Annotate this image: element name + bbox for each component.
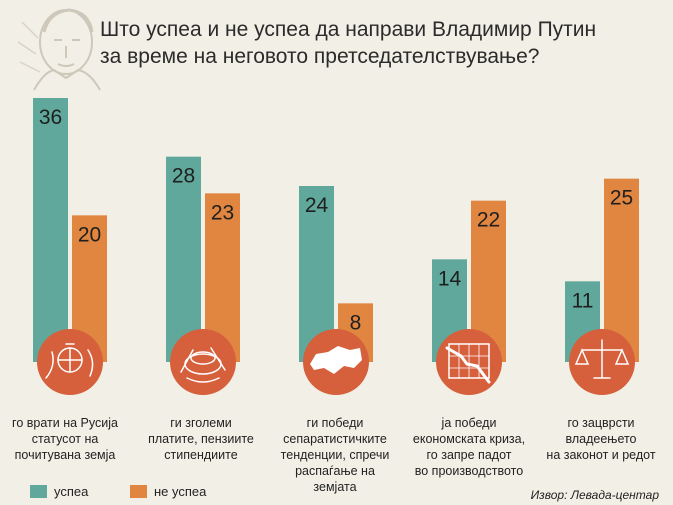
category-label-0-line-1: статусот на: [31, 432, 99, 446]
putin-portrait-icon: [17, 8, 101, 91]
category-label-3-line-1: економската криза,: [412, 432, 526, 446]
legend-label-fail: не успеа: [154, 484, 207, 499]
crown-icon: [45, 343, 94, 379]
category-circle-1: [170, 329, 236, 395]
category-label-4-line-1: владеењето: [565, 432, 637, 446]
data-label-success-3: 14: [438, 267, 462, 290]
falling-graph-icon: [445, 343, 491, 384]
category-label-3-line-2: го запре падот: [426, 448, 512, 462]
category-label-3-line-0: ја победи: [441, 416, 497, 430]
data-label-fail-2: 8: [350, 311, 362, 334]
category-label-1-line-1: платите, пензиите: [148, 432, 254, 446]
category-label-1-line-2: стипендиите: [164, 448, 238, 462]
data-label-success-0: 36: [39, 106, 62, 129]
scales-icon: [574, 339, 630, 379]
title-line-2: за време на неговото претседателствување…: [100, 45, 540, 68]
data-label-fail-0: 20: [78, 223, 101, 246]
category-label-2: ги победи сепаратистичките тенденции, спре…: [270, 415, 400, 495]
data-label-fail-4: 25: [610, 187, 633, 210]
category-label-4-line-0: го зацврсти: [567, 416, 635, 430]
category-label-4: го зацврсти владеењето на законот и редот: [536, 415, 666, 463]
category-label-1: ги зголеми платите, пензиите стипендиите: [136, 415, 266, 463]
category-label-0-line-2: почитувана земја: [14, 448, 116, 462]
category-label-2-line-0: ги победи: [306, 416, 364, 430]
bar-success-0: [33, 98, 68, 362]
bar-success-1: [166, 156, 201, 362]
category-label-3-line-3: во производството: [414, 464, 524, 478]
data-label-success-1: 28: [172, 165, 195, 188]
legend-item-fail: не успеа: [130, 484, 206, 499]
russia-map-icon: [310, 346, 362, 374]
legend-label-success: успеа: [54, 484, 89, 499]
category-label-2-line-3: распаѓање на: [295, 464, 375, 478]
category-label-2-line-4: земјата: [313, 480, 357, 494]
data-label-success-2: 24: [305, 194, 329, 217]
category-label-1-line-0: ги зголеми: [170, 416, 232, 430]
legend-swatch-success: [30, 485, 47, 498]
category-label-2-line-1: сепаратистичките: [283, 432, 387, 446]
coins-icon: [180, 347, 226, 383]
chart-title: Што успеа и не успеа да направи Владимир…: [100, 16, 660, 70]
data-label-fail-1: 23: [211, 201, 234, 224]
category-label-4-line-2: на законот и редот: [546, 448, 656, 462]
legend-item-success: успеа: [30, 484, 88, 499]
source-note: Извор: Левада-центар: [530, 488, 659, 502]
title-line-1: Што успеа и не успеа да направи Владимир…: [100, 18, 597, 41]
legend-swatch-fail: [130, 485, 147, 498]
category-label-3: ја победи економската криза, го запре падо…: [404, 415, 534, 479]
data-label-success-4: 11: [572, 289, 594, 312]
data-label-fail-3: 22: [477, 209, 500, 232]
category-label-0-line-0: го врати на Русија: [12, 416, 118, 430]
category-label-0: го врати на Русија статусот на почитувана …: [0, 415, 130, 463]
category-label-2-line-2: тенденции, спречи: [280, 448, 390, 462]
